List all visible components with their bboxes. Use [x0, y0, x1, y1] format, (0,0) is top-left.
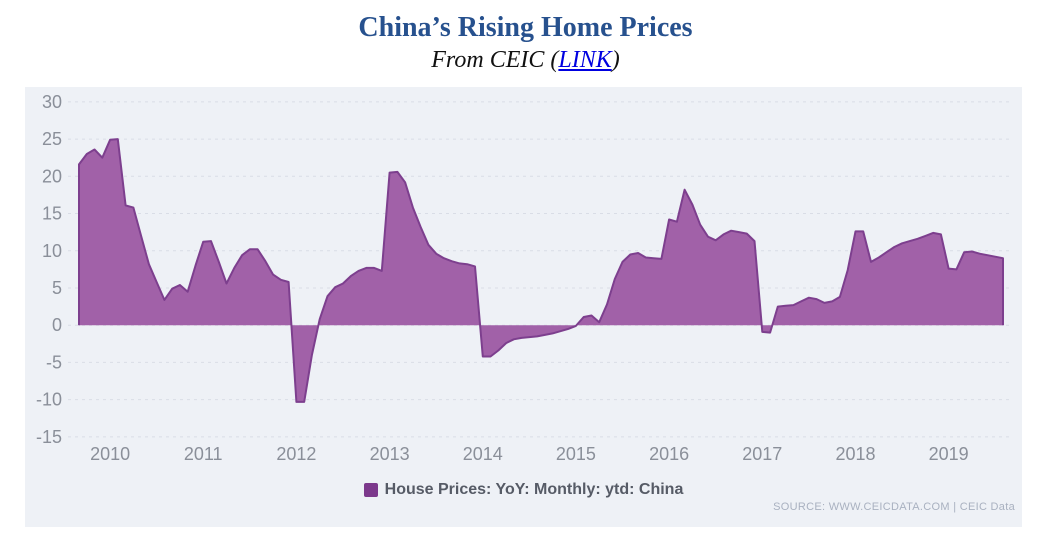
area-series-house-prices: [79, 139, 1003, 402]
subtitle-suffix: ): [611, 47, 620, 73]
y-axis-tick-label-5: 5: [52, 278, 62, 298]
ceic-link[interactable]: LINK: [558, 47, 612, 73]
x-axis-year-label-2018: 2018: [835, 444, 875, 464]
y-axis-tick-label-10: 10: [42, 241, 62, 261]
y-axis-tick-label--15: -15: [36, 427, 62, 447]
page-subtitle: From CEIC (LINK): [0, 47, 1051, 74]
chart-legend[interactable]: House Prices: YoY: Monthly: ytd: China: [25, 481, 1022, 499]
x-axis-year-label-2014: 2014: [463, 444, 503, 464]
x-axis-year-label-2013: 2013: [370, 444, 410, 464]
x-axis-year-label-2017: 2017: [742, 444, 782, 464]
x-axis-year-label-2019: 2019: [929, 444, 969, 464]
x-axis-year-label-2015: 2015: [556, 444, 596, 464]
source-attribution[interactable]: SOURCE: WWW.CEICDATA.COM | CEIC Data: [773, 501, 1015, 513]
area-series-outline: [78, 138, 1004, 403]
legend-swatch: [363, 483, 378, 497]
x-axis-year-label-2016: 2016: [649, 444, 689, 464]
y-axis-tick-label-30: 30: [42, 92, 62, 112]
x-axis-year-label-2010: 2010: [90, 444, 130, 464]
x-axis-year-label-2012: 2012: [276, 444, 316, 464]
legend-label: House Prices: YoY: Monthly: ytd: China: [384, 481, 684, 498]
y-axis-tick-label-0: 0: [52, 315, 62, 335]
y-axis-tick-label--10: -10: [36, 390, 62, 410]
subtitle-prefix: From CEIC (: [431, 47, 559, 73]
y-axis-tick-label-25: 25: [42, 129, 62, 149]
y-axis-tick-label-15: 15: [42, 204, 62, 224]
x-axis-year-label-2011: 2011: [184, 444, 223, 464]
y-axis-tick-label--5: -5: [46, 352, 62, 372]
page-title: China’s Rising Home Prices: [358, 12, 693, 43]
y-axis-tick-label-20: 20: [42, 166, 62, 186]
